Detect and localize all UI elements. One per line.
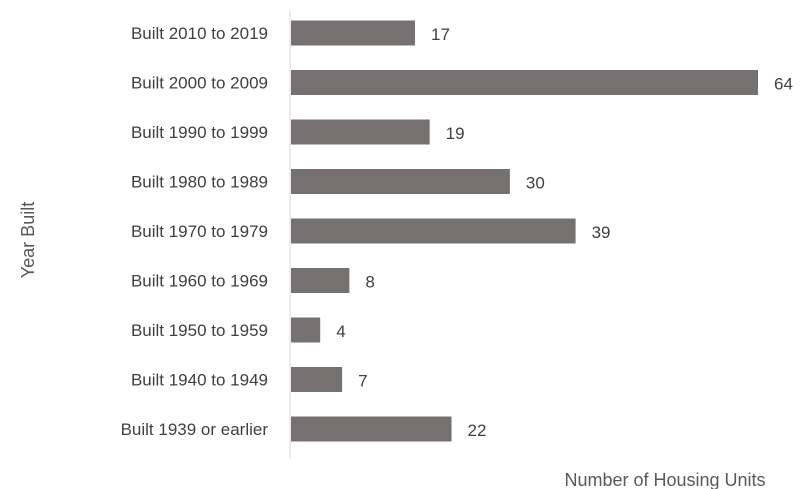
- category-label: Built 2010 to 2019: [131, 24, 268, 43]
- bar: [291, 367, 343, 392]
- data-labels: 17 64 19 30 39 8 4 7 22: [336, 25, 793, 440]
- category-label: Built 1980 to 1989: [131, 173, 268, 192]
- data-label: 17: [431, 25, 450, 44]
- bar: [291, 119, 430, 145]
- category-label: Built 1990 to 1999: [131, 123, 268, 142]
- data-label: 4: [336, 322, 345, 341]
- bar: [291, 268, 350, 293]
- data-label: 22: [468, 421, 487, 440]
- bar: [291, 70, 758, 95]
- data-label: 7: [358, 372, 367, 391]
- data-label: 30: [526, 174, 545, 193]
- data-label: 39: [592, 223, 611, 242]
- category-label: Built 2000 to 2009: [131, 74, 268, 93]
- category-labels: Built 2010 to 2019 Built 2000 to 2009 Buil…: [121, 24, 269, 439]
- category-label: Built 1940 to 1949: [131, 371, 268, 390]
- bar: [291, 20, 416, 46]
- category-label: Built 1970 to 1979: [131, 222, 268, 241]
- bar: [291, 218, 576, 244]
- bar: [291, 416, 452, 442]
- category-label: Built 1950 to 1959: [131, 321, 268, 340]
- data-label: 64: [774, 75, 793, 94]
- bars-layer: [291, 20, 758, 442]
- category-label: Built 1960 to 1969: [131, 272, 268, 291]
- category-label: Built 1939 or earlier: [121, 420, 269, 439]
- bar: [291, 169, 510, 194]
- data-label: 8: [365, 273, 374, 292]
- y-axis-title: Year Built: [18, 202, 38, 278]
- x-axis-title: Number of Housing Units: [564, 470, 765, 489]
- bar: [291, 317, 321, 343]
- data-label: 19: [446, 124, 465, 143]
